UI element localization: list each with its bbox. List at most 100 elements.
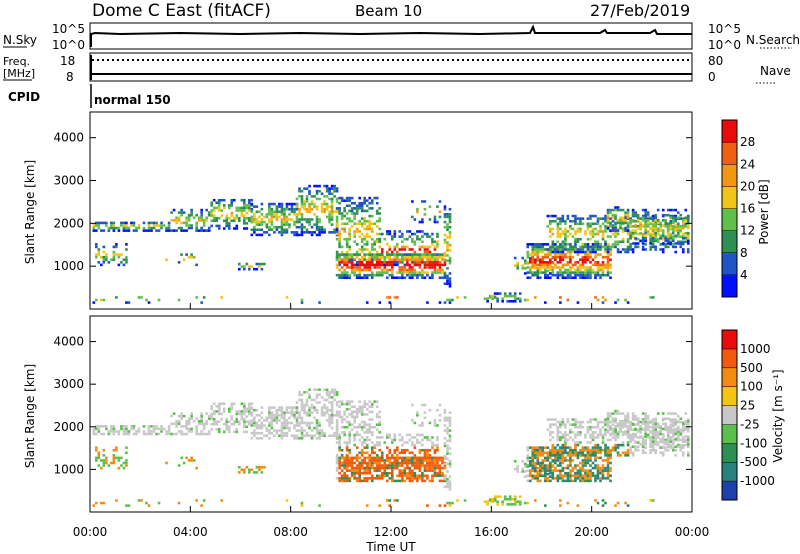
power-cell: [283, 223, 286, 226]
velocity-cell: [358, 433, 361, 437]
power-cell: [125, 261, 128, 264]
velocity-cell: [591, 436, 595, 439]
velocity-cell: [604, 459, 607, 462]
power-cell: [408, 271, 412, 274]
power-cell: [651, 243, 655, 246]
power-cell: [669, 222, 673, 226]
velocity-cell: [431, 464, 434, 467]
velocity-cell: [293, 414, 296, 417]
power-cell: [436, 205, 439, 208]
velocity-cell: [631, 435, 635, 438]
power-cell: [656, 227, 660, 231]
velocity-cell: [117, 459, 121, 462]
power-cell: [611, 216, 615, 220]
power-cell: [579, 237, 582, 241]
velocity-cell: [275, 411, 279, 414]
velocity-cell: [360, 436, 364, 439]
power-cell: [586, 217, 590, 220]
power-cell: [403, 248, 407, 251]
velocity-cell: [215, 422, 219, 426]
velocity-cell: [345, 459, 349, 462]
velocity-cell: [195, 427, 198, 431]
power-cell: [95, 243, 98, 246]
power-cell: [330, 213, 334, 216]
power-cell: [315, 228, 319, 232]
velocity-cell: [659, 451, 662, 455]
power-cell: [569, 266, 572, 269]
colorbar-tick-label: 24: [740, 157, 755, 171]
power-cell: [278, 205, 281, 208]
power-cell: [250, 207, 254, 211]
velocity-cell: [368, 405, 372, 409]
velocity-cell: [368, 423, 372, 426]
power-cell: [443, 263, 447, 267]
power-cell: [393, 258, 397, 262]
velocity-cell: [411, 471, 414, 475]
power-cell: [378, 255, 382, 259]
power-cell: [383, 266, 387, 269]
power-cell: [551, 266, 555, 269]
velocity-cell: [160, 427, 163, 431]
velocity-cell: [353, 443, 356, 447]
velocity-cell: [100, 459, 103, 462]
velocity-cell: [561, 420, 565, 424]
velocity-cell: [626, 436, 630, 439]
power-cell: [629, 245, 632, 249]
velocity-cell: [609, 432, 612, 436]
velocity-cell: [569, 456, 572, 460]
power-cell: [616, 206, 620, 209]
power-cell: [320, 207, 324, 211]
velocity-cell: [180, 417, 183, 420]
power-cell: [335, 263, 339, 267]
velocity-cell: [571, 423, 575, 426]
power-cell: [408, 258, 412, 262]
velocity-cell: [611, 436, 615, 439]
velocity-cell: [275, 429, 279, 432]
power-cell: [554, 214, 557, 218]
velocity-cell: [385, 456, 389, 460]
power-cell: [245, 227, 249, 230]
power-cell: [102, 261, 106, 264]
velocity-cell: [230, 417, 234, 421]
velocity-cell: [441, 479, 444, 483]
power-cell: [636, 225, 640, 228]
velocity-cell: [195, 432, 198, 436]
power-cell: [255, 205, 259, 208]
power-cell: [207, 211, 211, 214]
power-cell: [604, 255, 607, 259]
velocity-cell: [273, 406, 276, 409]
velocity-cell: [541, 464, 545, 467]
velocity-cell: [418, 464, 422, 467]
velocity-cell: [117, 466, 121, 470]
velocity-cell: [318, 429, 321, 432]
power-cell: [137, 226, 141, 230]
power-cell: [363, 253, 367, 256]
power-cell: [561, 255, 565, 259]
nsearch-label: N.Search: [746, 33, 800, 47]
velocity-cell: [280, 437, 284, 440]
power-cell: [100, 221, 103, 225]
velocity-cell: [561, 451, 565, 455]
velocity-cell: [596, 471, 600, 475]
velocity-cell: [556, 436, 560, 439]
power-cell: [443, 301, 447, 304]
velocity-cell: [601, 448, 605, 452]
velocity-cell: [155, 432, 158, 436]
power-cell: [536, 243, 540, 246]
velocity-cell: [315, 411, 319, 414]
power-cell: [654, 239, 657, 243]
power-cell: [391, 253, 394, 256]
power-cell: [626, 248, 630, 251]
power-cell: [408, 273, 412, 277]
power-cell: [363, 196, 367, 200]
velocity-cell: [413, 446, 417, 449]
power-cell: [626, 250, 630, 254]
power-cell: [589, 232, 592, 236]
power-cell: [556, 271, 560, 274]
velocity-cell: [350, 459, 354, 462]
velocity-cell: [629, 420, 632, 424]
power-cell: [310, 202, 314, 206]
power-cell: [644, 217, 647, 220]
power-cell: [574, 271, 577, 274]
velocity-cell: [325, 388, 329, 391]
